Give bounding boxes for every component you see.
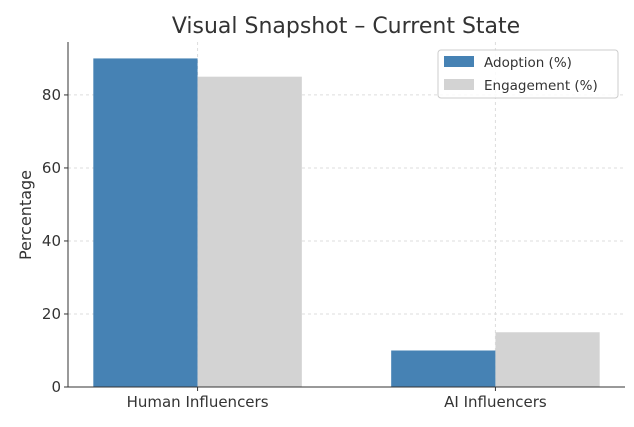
legend-label: Adoption (%) [484, 55, 572, 71]
bar-engagement-1 [495, 332, 600, 387]
y-tick-label: 80 [42, 86, 61, 104]
y-tick-label: 60 [42, 159, 61, 177]
bar-adoption-0 [93, 58, 198, 388]
y-tick-label: 40 [42, 232, 61, 250]
legend: Adoption (%) Engagement (%) [437, 49, 619, 99]
x-tick-label: AI Influencers [444, 393, 547, 411]
bar-adoption-1 [391, 350, 496, 387]
y-axis-label: Percentage [16, 170, 35, 260]
y-tick-label: 0 [51, 378, 61, 396]
legend-label: Engagement (%) [484, 78, 598, 94]
chart-title: Visual Snapshot – Current State [172, 14, 520, 39]
x-tick-label: Human Influencers [127, 393, 269, 411]
legend-frame [437, 49, 619, 99]
y-tick-label: 20 [42, 305, 61, 323]
legend-swatch [444, 79, 474, 90]
bar-engagement-0 [197, 76, 302, 387]
legend-swatch [444, 56, 474, 67]
